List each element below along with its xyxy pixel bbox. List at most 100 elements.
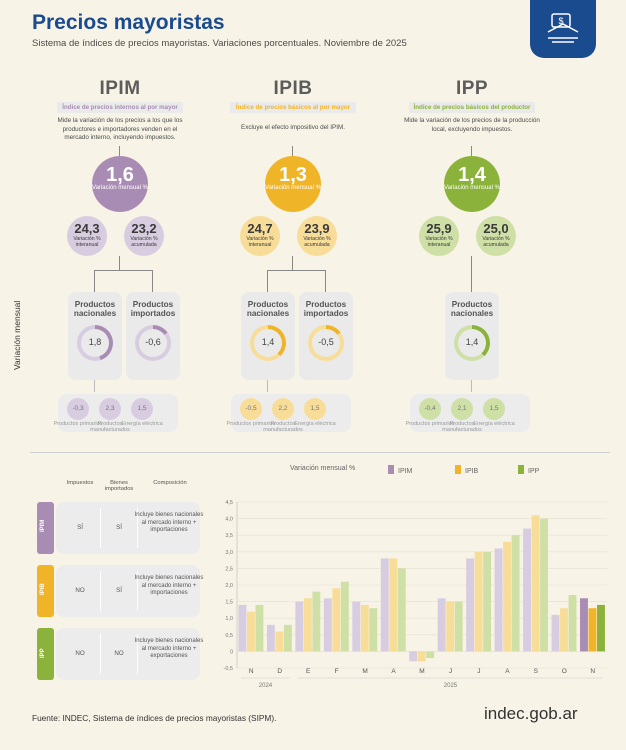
year-label: 2024 <box>259 683 273 689</box>
product-card-title: Productos nacionales <box>450 300 494 318</box>
table-cell-composicion: Incluye bienes nacionales al mercado int… <box>134 638 204 659</box>
x-tick-label: M <box>419 668 424 675</box>
acumulada-variation-circle: 23,2 Variación % acumulada <box>124 216 164 256</box>
bar-ipim <box>323 598 332 652</box>
x-tick-label: S <box>534 668 539 675</box>
x-tick-label: O <box>562 668 567 675</box>
subcategory-value: -0,5 <box>240 398 262 420</box>
x-tick-label: N <box>590 668 595 675</box>
monthly-variation-label: Variación mensual % <box>444 185 500 191</box>
connector <box>152 270 153 292</box>
bar-ipim <box>523 528 531 652</box>
product-card: Productos nacionales 1,8 <box>68 292 122 380</box>
bar-ipim <box>238 604 247 652</box>
x-tick-label: M <box>362 668 367 675</box>
variation-ring: 1,8 <box>77 325 113 361</box>
connector <box>292 256 293 270</box>
table-header: Bienes importados <box>104 480 134 492</box>
y-tick-label: 2,0 <box>225 583 233 589</box>
bar-ipim <box>494 548 503 652</box>
product-card: Productos nacionales 1,4 <box>445 292 499 380</box>
bar-ipib <box>531 515 540 652</box>
x-tick-label: A <box>391 668 396 675</box>
table-row <box>56 565 200 617</box>
bar-ipib <box>446 601 455 652</box>
chart-legend-title: Variación mensual % <box>290 465 356 472</box>
table-header: Impuestos <box>66 480 94 486</box>
page-subtitle: Sistema de índices de precios mayoristas… <box>32 38 407 49</box>
row-tag-label: IPIM <box>40 519 46 532</box>
bar-ipim <box>352 601 361 652</box>
subcategory-label: Energía eléctrica <box>294 421 336 427</box>
bar-ipim <box>437 598 446 652</box>
bar-ipp <box>397 568 406 652</box>
subcategory-value: 2,1 <box>451 398 473 420</box>
subcategory-label: Productos primarios <box>53 421 103 427</box>
side-label: Variación mensual <box>12 300 22 370</box>
subcategory-label: Productos primarios <box>226 421 276 427</box>
acumulada-variation-value: 23,2 <box>131 221 157 236</box>
variation-ring: -0,5 <box>308 325 344 361</box>
index-description: Mide la variación de los precios de la p… <box>404 117 540 133</box>
bar-ipp <box>255 604 264 652</box>
y-tick-label: 2,5 <box>225 566 233 572</box>
monthly-variation-circle: 1,6 Variación mensual % <box>92 156 148 212</box>
subcategory-label: Energía eléctrica <box>121 421 163 427</box>
index-description: Mide la variación de los precios a los q… <box>57 117 183 141</box>
y-tick-label: 4,0 <box>225 517 233 523</box>
subcategory-label: Productos primarios <box>405 421 455 427</box>
variation-ring: -0,6 <box>135 325 171 361</box>
index-fullname: Índice de precios internos al por mayor <box>57 102 183 113</box>
connector <box>94 270 153 271</box>
acumulada-variation-value: 23,9 <box>304 221 330 236</box>
brand-wordmark: indec.gob.ar <box>484 704 578 723</box>
connector <box>94 270 95 292</box>
index-code: IPP <box>455 78 489 99</box>
svg-text:$: $ <box>558 16 563 26</box>
product-card-value: 1,4 <box>261 337 275 347</box>
monthly-variation-chart: -0,5 0 0,5 1,0 1,5 2,0 2,5 3,0 3,5 4,0 4,5 N D E F M A M J… <box>224 500 607 689</box>
y-tick-label: 0,5 <box>225 633 233 639</box>
bar-ipp <box>283 624 292 652</box>
table-cell-importados: SÍ <box>116 524 122 531</box>
variation-ring: 1,4 <box>250 325 286 361</box>
subcategory-label: Productos manufacturados <box>263 421 303 433</box>
interanual-variation-label: Variación % interanual <box>73 236 101 248</box>
acumulada-variation-circle: 25,0 Variación % acumulada <box>476 216 516 256</box>
connector <box>471 270 472 292</box>
legend-label: IPIB <box>465 468 479 475</box>
subcategory-value: 2,3 <box>99 398 121 420</box>
bar-ipim <box>295 601 304 652</box>
monthly-variation-value: 1,6 <box>106 164 134 186</box>
subcategory-label: Productos manufacturados <box>90 421 130 433</box>
bar-ipp <box>597 604 605 652</box>
monthly-variation-value: 1,3 <box>279 164 307 186</box>
bar-ipib <box>360 604 369 652</box>
bar-ipim <box>380 558 389 652</box>
table-row-tag: IPIB <box>37 565 54 617</box>
subcategory-value: 1,5 <box>483 398 505 420</box>
connector <box>267 380 268 392</box>
row-tag-label: IPIB <box>40 583 46 595</box>
connector <box>471 146 472 156</box>
bar-ipim <box>466 558 475 652</box>
interanual-variation-value: 24,3 <box>74 221 100 236</box>
x-tick-label: J <box>477 668 480 675</box>
ring-center <box>254 329 282 357</box>
bar-ipib <box>389 558 398 652</box>
subcategory-value: -0,3 <box>67 398 89 420</box>
product-card: Productos importados -0,6 <box>126 292 180 380</box>
connector <box>267 270 326 271</box>
product-card-value: 1,8 <box>88 337 102 347</box>
bar-ipp <box>483 551 492 652</box>
cell-divider <box>100 634 101 674</box>
subcategory-value: 1,5 <box>304 398 326 420</box>
money-house-icon: $ <box>547 13 579 43</box>
acumulada-variation-label: Variación % acumulada <box>303 236 331 248</box>
connector <box>94 380 95 392</box>
acumulada-variation-value: 25,0 <box>483 221 509 236</box>
product-card-value: -0,6 <box>145 337 161 347</box>
monthly-variation-label: Variación mensual % <box>92 185 148 191</box>
legend-label: IPP <box>528 468 540 475</box>
bar-ipib <box>246 611 255 652</box>
